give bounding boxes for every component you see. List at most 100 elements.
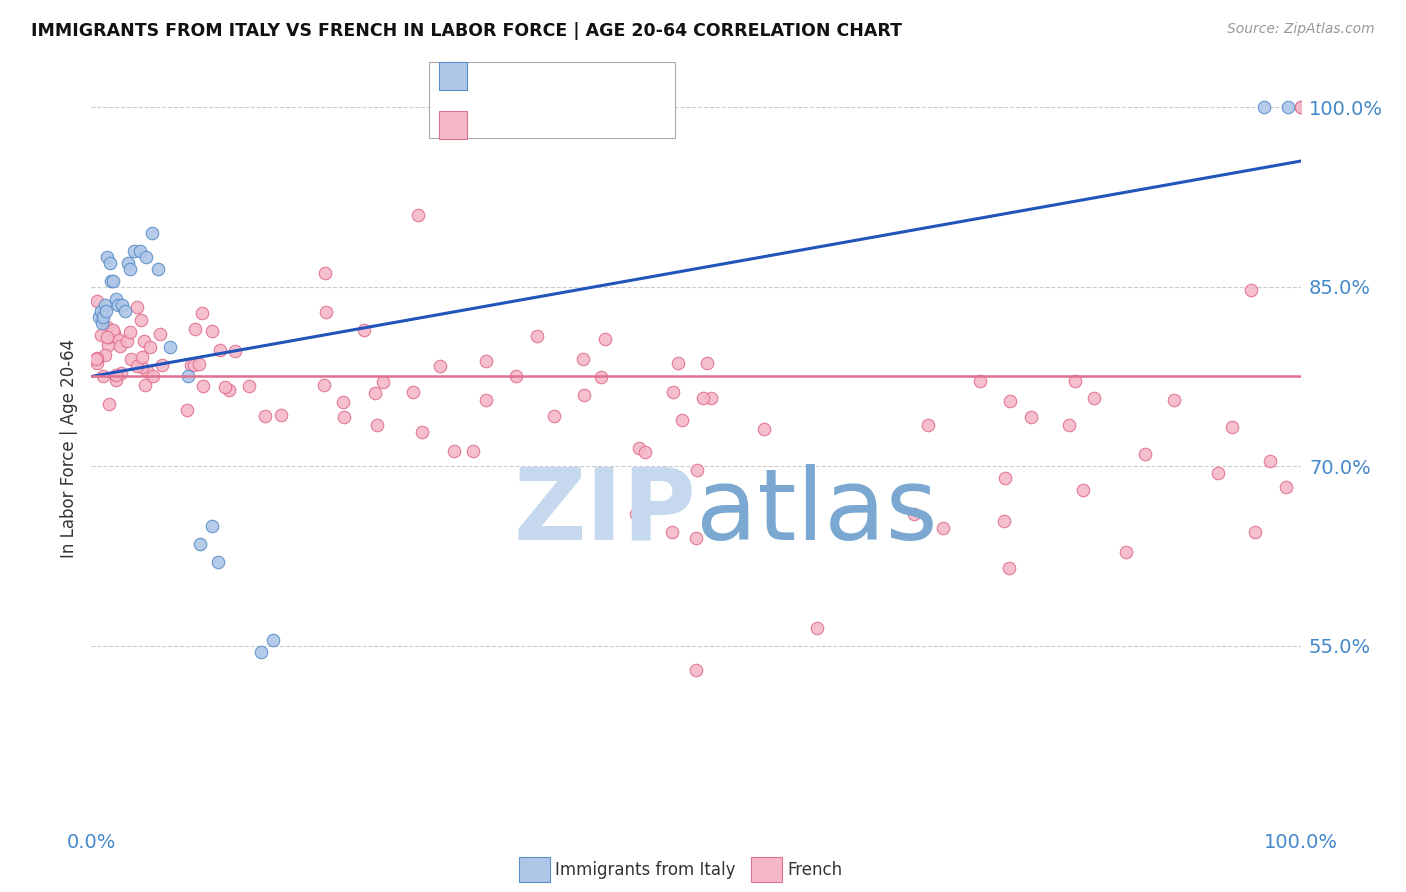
Point — [1240, 283, 1263, 297]
Point — [105, 368, 128, 382]
Point — [187, 358, 209, 372]
Point — [108, 339, 131, 353]
Point — [134, 378, 156, 392]
Point — [1083, 391, 1105, 405]
Point — [1133, 447, 1156, 461]
Point — [103, 326, 125, 340]
Point — [98, 256, 121, 270]
Point — [1277, 100, 1299, 114]
Text: Source: ZipAtlas.com: Source: ZipAtlas.com — [1227, 22, 1375, 37]
Point — [1253, 100, 1275, 114]
Point — [142, 369, 165, 384]
Point — [806, 621, 828, 635]
Point — [108, 333, 131, 347]
Point — [94, 303, 117, 318]
Point — [662, 385, 685, 400]
Point — [90, 328, 112, 343]
Point — [685, 663, 707, 677]
Point — [207, 555, 229, 569]
Point — [87, 310, 110, 324]
Point — [177, 369, 200, 384]
Text: ZIP: ZIP — [513, 464, 696, 561]
Point — [1220, 419, 1243, 434]
Point — [312, 377, 335, 392]
Point — [254, 409, 277, 423]
Point — [685, 531, 707, 545]
Point — [218, 384, 240, 398]
Point — [1289, 100, 1312, 114]
Point — [122, 244, 145, 258]
Point — [526, 328, 548, 343]
Point — [443, 443, 465, 458]
Point — [97, 330, 120, 344]
Point — [917, 418, 939, 433]
Point — [96, 330, 118, 344]
Point — [1163, 393, 1185, 408]
Point — [270, 409, 292, 423]
Point — [191, 306, 214, 320]
Point — [146, 261, 169, 276]
Point — [131, 350, 153, 364]
Point — [903, 507, 925, 521]
Text: -0.002: -0.002 — [513, 116, 572, 134]
Point — [700, 391, 723, 405]
Point — [120, 325, 142, 339]
Point — [86, 351, 108, 365]
Text: IMMIGRANTS FROM ITALY VS FRENCH IN LABOR FORCE | AGE 20-64 CORRELATION CHART: IMMIGRANTS FROM ITALY VS FRENCH IN LABOR… — [31, 22, 901, 40]
Point — [332, 395, 354, 409]
Point — [104, 373, 127, 387]
Point — [1260, 453, 1282, 467]
Point — [752, 422, 775, 436]
Point — [117, 334, 139, 348]
Text: 0.306: 0.306 — [513, 67, 565, 85]
Point — [120, 261, 142, 276]
Point — [93, 310, 115, 324]
Point — [107, 298, 129, 312]
Text: 113: 113 — [607, 116, 643, 134]
Point — [969, 374, 991, 388]
Point — [475, 393, 498, 408]
Point — [188, 537, 211, 551]
Point — [136, 364, 159, 378]
Point — [91, 316, 114, 330]
Point — [993, 514, 1015, 528]
Point — [692, 391, 714, 405]
Point — [184, 322, 207, 336]
Point — [191, 379, 214, 393]
Point — [114, 303, 136, 318]
Point — [685, 463, 707, 477]
Point — [249, 645, 271, 659]
Point — [131, 313, 153, 327]
Point — [315, 305, 337, 319]
Point — [1064, 375, 1087, 389]
Point — [371, 375, 394, 389]
Point — [1244, 524, 1267, 539]
Point — [1275, 480, 1298, 494]
Point — [214, 380, 236, 394]
Point — [998, 561, 1021, 575]
Point — [100, 274, 122, 288]
Point — [1057, 418, 1080, 433]
Point — [176, 403, 198, 417]
Point — [238, 379, 260, 393]
Point — [1289, 100, 1312, 114]
Point — [332, 409, 354, 424]
Point — [132, 334, 155, 348]
Point — [127, 300, 149, 314]
Point — [139, 340, 162, 354]
Point — [97, 338, 120, 352]
Point — [159, 339, 181, 353]
Point — [135, 250, 157, 264]
Point — [932, 521, 955, 535]
Point — [86, 293, 108, 308]
Point — [224, 344, 246, 359]
Point — [150, 358, 173, 372]
Point — [180, 358, 202, 372]
Point — [91, 368, 114, 383]
Point — [141, 226, 163, 240]
Point — [634, 445, 657, 459]
Point — [364, 386, 387, 401]
Point — [98, 397, 121, 411]
Point — [127, 359, 149, 373]
Point — [628, 441, 651, 455]
